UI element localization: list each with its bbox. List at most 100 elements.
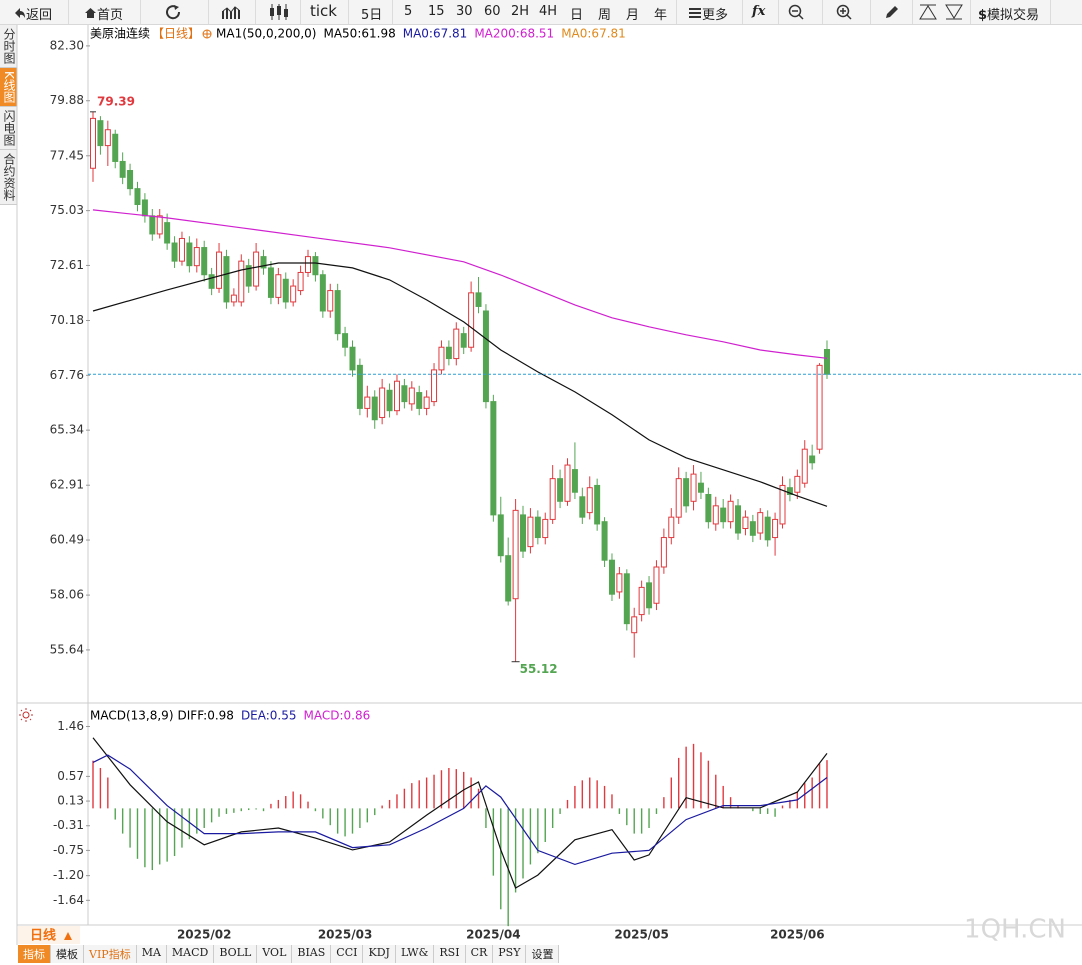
period-button[interactable]: 5日 — [361, 8, 383, 23]
candle-body — [230, 294, 237, 303]
candle-body — [275, 274, 282, 298]
indicator-tab[interactable]: CCI — [331, 945, 364, 963]
indicator-tab[interactable]: BIAS — [292, 945, 332, 963]
candle-body — [549, 478, 556, 520]
indicator-tab[interactable]: 模板 — [51, 945, 84, 963]
min-label: 55.12 — [520, 662, 558, 676]
macd-line — [92, 754, 828, 866]
candle-body — [564, 464, 571, 502]
period-button[interactable]: 4H — [539, 4, 558, 19]
candle-body — [438, 346, 445, 371]
candle-body — [208, 274, 215, 289]
draw-icon[interactable] — [884, 4, 900, 20]
y-tick-label: 55.64 — [50, 642, 84, 656]
candle-body — [393, 380, 400, 412]
candle-body — [312, 256, 319, 276]
period-label[interactable]: 日线 — [30, 928, 56, 944]
y-tick-label: -1.20 — [53, 868, 84, 882]
candle-body — [127, 170, 134, 190]
candle-body — [720, 507, 727, 523]
y-tick-label: 0.57 — [57, 769, 84, 783]
indicator-tab[interactable]: MA — [136, 945, 167, 963]
candle-body — [468, 292, 475, 348]
period-button[interactable]: 年 — [654, 8, 668, 23]
indicator-tab[interactable]: LW& — [395, 945, 435, 963]
y-tick-label: 77.45 — [50, 148, 84, 162]
period-button[interactable]: 周 — [598, 8, 612, 23]
candle-body — [216, 251, 223, 289]
indicator-tab[interactable]: PSY — [493, 945, 527, 963]
home-button[interactable]: 首页 — [84, 4, 123, 23]
y-tick-label: 58.06 — [50, 588, 84, 602]
candle-icon[interactable] — [268, 3, 290, 21]
period-button[interactable]: 月 — [626, 8, 640, 23]
indicator-tab[interactable]: VOL — [257, 945, 293, 963]
refresh-icon[interactable] — [165, 4, 183, 20]
candle-body — [794, 475, 801, 493]
indicator-tab[interactable]: 指标 — [18, 945, 51, 963]
zoom-out-icon[interactable] — [788, 4, 805, 21]
indicator-tab[interactable]: VIP指标 — [84, 945, 137, 963]
legend-entry: MA0:67.81 — [561, 27, 626, 41]
candle-body — [764, 516, 771, 541]
x-tick-label: 2025/05 — [614, 928, 668, 942]
candle-body — [423, 396, 430, 409]
period-button[interactable]: 15 — [428, 4, 445, 19]
candle-body — [171, 242, 178, 262]
candle-body — [497, 514, 504, 557]
y-tick-label: -0.31 — [53, 818, 84, 832]
period-button[interactable]: 60 — [484, 4, 501, 19]
y-tick-label: 0.13 — [57, 794, 84, 808]
macd-icon — [19, 708, 33, 722]
candle-body — [809, 455, 816, 464]
candle-body — [104, 129, 111, 147]
candle-body — [401, 385, 408, 403]
indicator-tab[interactable]: BOLL — [214, 945, 258, 963]
candle-body — [779, 484, 786, 525]
y-tick-label: 62.91 — [50, 478, 84, 492]
side-tab[interactable]: 闪电图 — [0, 106, 17, 150]
candle-body — [453, 328, 460, 360]
candle-body — [386, 389, 393, 412]
candle-body — [646, 582, 653, 609]
legend-entry: MA0:67.81 — [403, 27, 468, 41]
candle-body — [260, 256, 267, 269]
candle-body — [134, 188, 141, 205]
indicator-tab[interactable]: 设置 — [526, 945, 560, 963]
candle-body — [327, 290, 334, 312]
side-tab[interactable]: K线图 — [0, 68, 17, 107]
period-button[interactable]: 2H — [511, 4, 530, 19]
ma-line — [92, 262, 828, 507]
candle-body — [786, 487, 793, 496]
candle-body — [267, 267, 274, 298]
x-tick-label: 2025/03 — [318, 928, 372, 942]
period-button[interactable]: tick — [310, 2, 337, 20]
indicator-tab[interactable]: KDJ — [363, 945, 396, 963]
pattern-icons[interactable] — [918, 3, 968, 21]
sim-trade-button[interactable]: $模拟交易 — [978, 8, 1040, 23]
settings-icon — [203, 30, 212, 38]
indicator-tab[interactable]: CR — [465, 945, 494, 963]
candle-body — [542, 518, 549, 539]
side-tab[interactable]: 分时图 — [0, 25, 17, 68]
period-arrow — [64, 932, 72, 940]
candle-body — [557, 478, 564, 502]
candle-body — [712, 505, 719, 525]
candle-body — [683, 478, 690, 507]
candle-body — [238, 260, 245, 303]
period-button[interactable]: 30 — [456, 4, 473, 19]
period-button[interactable]: 5 — [404, 4, 413, 19]
indicator-tab[interactable]: RSI — [434, 945, 466, 963]
more-button[interactable]: 更多 — [688, 4, 728, 23]
line-chart-icon[interactable] — [221, 4, 241, 20]
candle-body — [319, 274, 326, 312]
y-tick-label: 60.49 — [50, 533, 84, 547]
back-button[interactable]: 返回 — [14, 4, 52, 23]
button-label: 更多 — [702, 8, 729, 23]
side-tab[interactable]: 合约资料 — [0, 149, 17, 205]
formula-button[interactable]: fx — [752, 4, 766, 19]
indicator-tab[interactable]: MACD — [166, 945, 215, 963]
candle-body — [594, 484, 601, 525]
zoom-in-icon[interactable] — [836, 4, 853, 21]
period-button[interactable]: 日 — [570, 8, 584, 23]
